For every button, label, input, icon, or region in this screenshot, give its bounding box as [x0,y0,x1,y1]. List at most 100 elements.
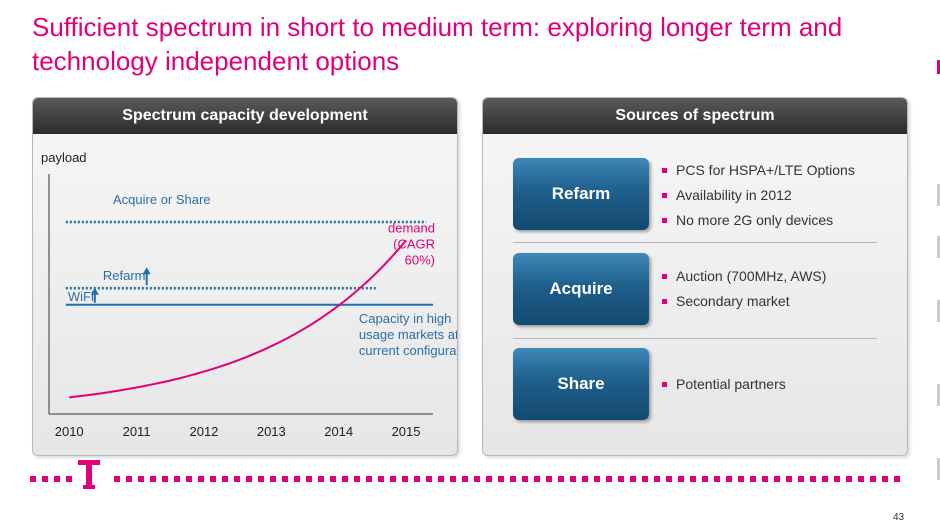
brand-dot [822,476,828,482]
refarm-button[interactable]: Refarm [513,158,649,230]
brand-dot [402,476,408,482]
demand-label-line: (CAGR [393,236,435,251]
brand-dot [882,476,888,482]
brand-dot [750,476,756,482]
brand-dot [378,476,384,482]
y-axis-label: payload [41,150,87,165]
brand-dot [654,476,660,482]
brand-dot [318,476,324,482]
brand-dot [702,476,708,482]
brand-dot [222,476,228,482]
brand-dot [462,476,468,482]
refarm-label: Refarm [103,268,146,283]
bullet-item: Secondary market [658,289,826,314]
brand-dot [126,476,132,482]
brand-dot [414,476,420,482]
x-tick-label: 2015 [392,424,421,439]
wifi-arrowhead-icon [90,287,99,295]
brand-dot [570,476,576,482]
slide-title: Sufficient spectrum in short to medium t… [32,12,843,76]
brand-dot [522,476,528,482]
brand-dot [234,476,240,482]
brand-dot [858,476,864,482]
panel-header-sources: Sources of spectrum [483,98,907,134]
brand-dot [246,476,252,482]
acquire-share-label: Acquire or Share [113,192,211,207]
brand-dot [114,476,120,482]
brand-dot [438,476,444,482]
brand-dot [282,476,288,482]
brand-dot [534,476,540,482]
bullet-item: Availability in 2012 [658,183,855,208]
brand-dot [186,476,192,482]
brand-dot [474,476,480,482]
share-bullet-list: Potential partners [658,372,786,397]
brand-dot [138,476,144,482]
brand-dot [294,476,300,482]
brand-dot [606,476,612,482]
brand-dot [618,476,624,482]
brand-dot [630,476,636,482]
brand-dot [66,476,72,482]
page-number: 43 [893,512,905,523]
x-tick-label: 2010 [55,424,84,439]
brand-dot [162,476,168,482]
brand-dot [174,476,180,482]
brand-dot [342,476,348,482]
brand-dot [690,476,696,482]
brand-dot [198,476,204,482]
x-tick-label: 2014 [324,424,353,439]
brand-dot [54,476,60,482]
brand-dot [870,476,876,482]
refarm-bullet-list: PCS for HSPA+/LTE Options Availability i… [658,158,855,233]
brand-dot [330,476,336,482]
brand-dot [714,476,720,482]
bullet-item: Auction (700MHz, AWS) [658,264,826,289]
divider [513,242,877,243]
brand-dot [738,476,744,482]
brand-dot [726,476,732,482]
brand-dot [834,476,840,482]
brand-dot [642,476,648,482]
brand-dot [582,476,588,482]
acquire-button[interactable]: Acquire [513,253,649,325]
brand-dot [786,476,792,482]
sources-of-spectrum-panel: Sources of spectrum Refarm PCS for HSPA+… [482,97,908,456]
x-tick-label: 2012 [189,424,218,439]
brand-dot [354,476,360,482]
brand-dot [666,476,672,482]
x-tick-label: 2013 [257,424,286,439]
share-button[interactable]: Share [513,348,649,420]
bullet-item: Potential partners [658,372,786,397]
brand-dot [210,476,216,482]
brand-dot [810,476,816,482]
capacity-label-line: Capacity in high [359,311,452,326]
brand-dot [30,476,36,482]
refarm-arrowhead-icon [142,267,151,275]
spectrum-capacity-panel: Spectrum capacity development payload 201… [32,97,458,456]
acquire-bullet-list: Auction (700MHz, AWS) Secondary market [658,264,826,314]
x-tick-label: 2011 [123,424,151,439]
capacity-label-line: usage markets at [359,327,457,342]
brand-dot [306,476,312,482]
brand-dot [498,476,504,482]
bullet-item: PCS for HSPA+/LTE Options [658,158,855,183]
brand-dot [258,476,264,482]
brand-dot [270,476,276,482]
brand-dot [546,476,552,482]
brand-dot [486,476,492,482]
brand-dot [762,476,768,482]
capacity-label-line: current configuration [359,343,457,358]
brand-dot [558,476,564,482]
edge-markers [937,60,940,480]
brand-dot [366,476,372,482]
brand-dotted-line [30,476,900,482]
brand-dot [678,476,684,482]
demand-label-line: demand [388,220,435,235]
divider [513,338,877,339]
brand-dot [846,476,852,482]
brand-dot [774,476,780,482]
demand-label-line: 60%) [405,252,435,267]
wifi-label: WiFi [68,289,94,304]
brand-dot [426,476,432,482]
